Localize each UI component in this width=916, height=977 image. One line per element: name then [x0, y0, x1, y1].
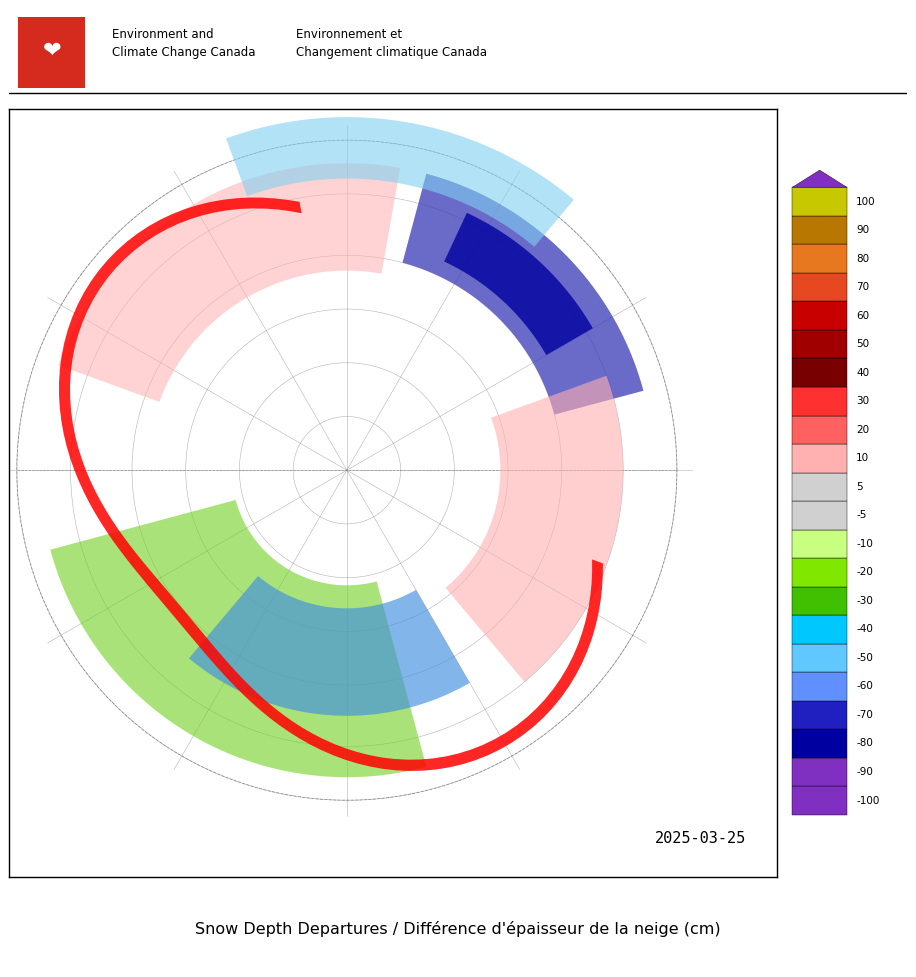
Polygon shape: [50, 500, 426, 777]
Text: -30: -30: [856, 596, 873, 606]
Text: 2025-03-25: 2025-03-25: [655, 831, 746, 846]
Bar: [792, 387, 847, 415]
Text: -100: -100: [856, 795, 879, 805]
Bar: [792, 758, 847, 786]
Bar: [792, 273, 847, 302]
Bar: [792, 701, 847, 729]
Polygon shape: [402, 174, 643, 414]
Text: -40: -40: [856, 624, 873, 634]
Text: 60: 60: [856, 311, 869, 320]
Text: 70: 70: [856, 282, 869, 292]
Text: Snow Depth Departures / Différence d'épaisseur de la neige (cm): Snow Depth Departures / Différence d'épa…: [195, 921, 721, 938]
Text: Environment and
Climate Change Canada: Environment and Climate Change Canada: [113, 28, 256, 60]
Bar: [792, 302, 847, 330]
Text: 50: 50: [856, 339, 869, 349]
Text: -90: -90: [856, 767, 873, 777]
Text: 100: 100: [856, 196, 876, 206]
Bar: [792, 473, 847, 501]
Text: 10: 10: [856, 453, 869, 463]
Bar: [792, 530, 847, 558]
Bar: [18, 17, 85, 88]
Polygon shape: [59, 197, 603, 771]
Text: -50: -50: [856, 653, 873, 663]
Bar: [792, 216, 847, 244]
Bar: [792, 244, 847, 273]
Bar: [792, 359, 847, 387]
Polygon shape: [445, 376, 623, 682]
Bar: [792, 415, 847, 444]
Polygon shape: [792, 170, 847, 188]
Text: -60: -60: [856, 681, 873, 692]
Bar: [792, 501, 847, 530]
Text: 5: 5: [856, 482, 863, 491]
Text: 80: 80: [856, 254, 869, 264]
Bar: [792, 586, 847, 616]
Text: 90: 90: [856, 225, 869, 235]
Bar: [792, 558, 847, 586]
Text: ❤: ❤: [42, 41, 61, 61]
Bar: [792, 644, 847, 672]
Text: Environnement et
Changement climatique Canada: Environnement et Changement climatique C…: [297, 28, 487, 60]
Bar: [792, 330, 847, 359]
Bar: [792, 616, 847, 644]
Text: -80: -80: [856, 739, 873, 748]
Bar: [792, 444, 847, 473]
Bar: [792, 786, 847, 815]
Bar: [792, 672, 847, 701]
Polygon shape: [59, 163, 400, 402]
Polygon shape: [226, 117, 573, 247]
Text: -20: -20: [856, 568, 873, 577]
Polygon shape: [189, 576, 470, 716]
Text: -10: -10: [856, 539, 873, 549]
Text: -5: -5: [856, 510, 867, 521]
Text: 30: 30: [856, 397, 869, 406]
Bar: [792, 188, 847, 216]
Text: -70: -70: [856, 710, 873, 720]
Bar: [792, 729, 847, 758]
Text: 40: 40: [856, 367, 869, 378]
Text: 20: 20: [856, 425, 869, 435]
Polygon shape: [444, 213, 593, 355]
